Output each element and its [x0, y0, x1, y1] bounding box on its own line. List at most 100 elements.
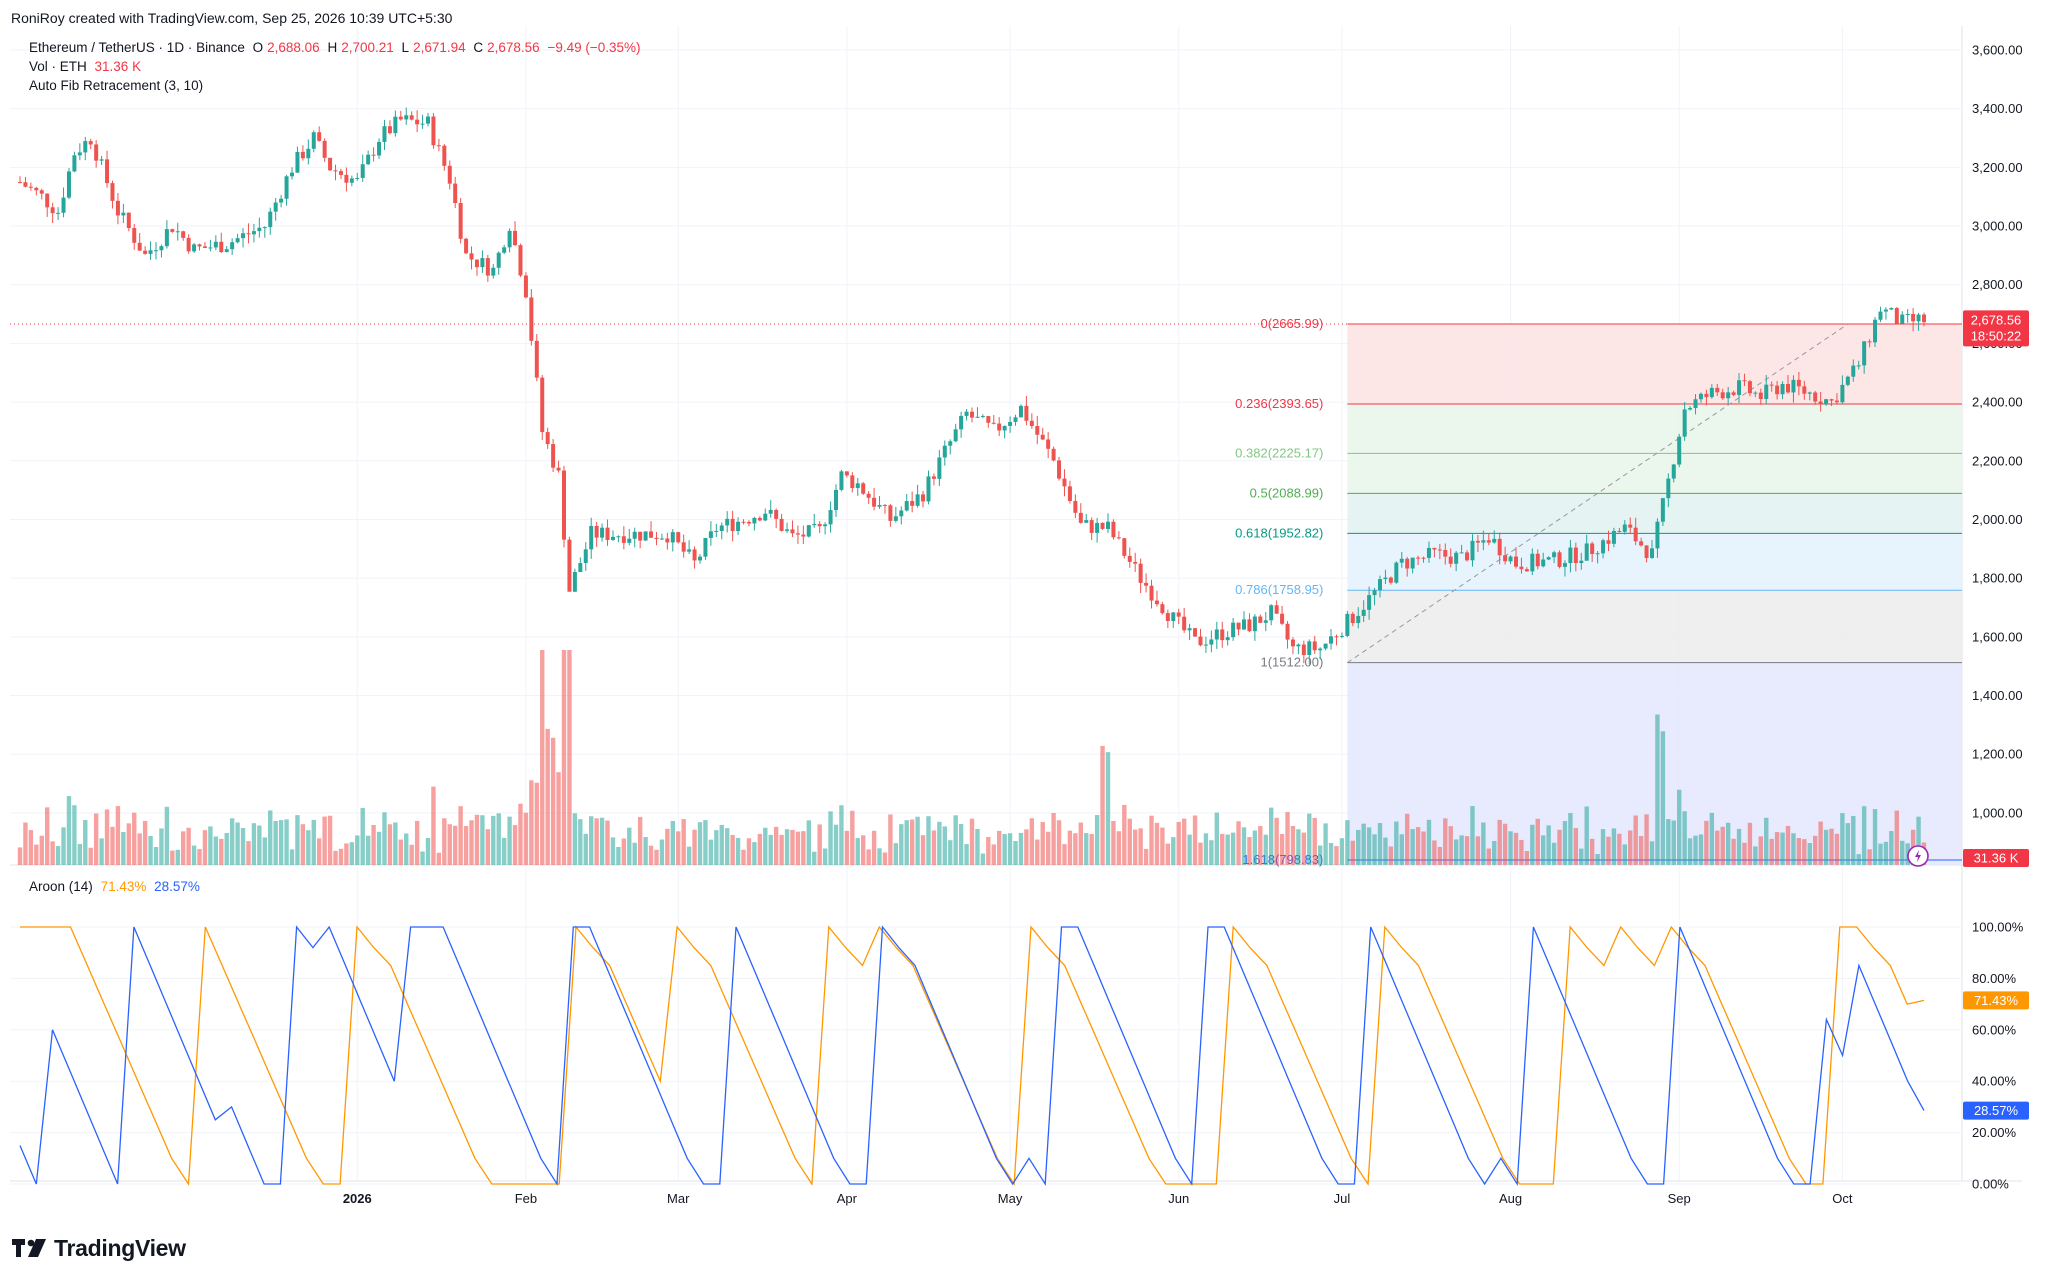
volume-bar [1894, 810, 1899, 865]
volume-bar [1203, 833, 1209, 865]
volume-bar [1725, 822, 1731, 865]
candle-body [322, 140, 327, 158]
candle-body [556, 467, 561, 471]
candle-body [1883, 309, 1888, 312]
chart-canvas[interactable]: 3,600.00 3,400.00 3,200.00 3,000.00 2,800.00… [10, 26, 2037, 1213]
candle-body [39, 190, 44, 194]
candle-body [1448, 556, 1453, 564]
volume-bar [708, 839, 714, 865]
volume-bar [240, 828, 246, 865]
volume-label: Vol · ETH [29, 59, 87, 74]
candle-body [1628, 524, 1633, 528]
candle-body [1503, 555, 1508, 562]
fib-zone [1347, 324, 1962, 404]
volume-bar [1687, 838, 1693, 865]
volume-bar [909, 819, 915, 865]
volume-bar [915, 816, 920, 865]
volume-bar [1562, 821, 1568, 865]
volume-bar [1660, 731, 1666, 865]
candle-body [855, 483, 860, 489]
tradingview-logo-text: TradingView [54, 1234, 186, 1261]
volume-bar [1258, 826, 1263, 865]
volume-bar [621, 838, 627, 865]
volume-bar [953, 815, 958, 865]
volume-bar [779, 834, 784, 865]
volume-bar [1829, 828, 1834, 865]
candle-body [540, 377, 545, 433]
candle-body [1443, 549, 1448, 557]
high-label: H [327, 40, 338, 55]
volume-bar [1377, 823, 1383, 865]
volume-bar [681, 819, 686, 865]
low-label: L [401, 40, 410, 55]
candle-body [1709, 387, 1714, 398]
aroon-tick-label: 100.00% [1972, 920, 2024, 935]
candle-body [904, 501, 909, 511]
candle-body [1753, 392, 1758, 394]
candle-body [262, 227, 267, 229]
volume-bar [1453, 839, 1459, 865]
candle-body [1530, 553, 1535, 572]
volume-bar [1394, 821, 1399, 865]
candle-body [589, 525, 594, 550]
volume-bar [1263, 834, 1268, 865]
aroon-up-line [20, 925, 1925, 1186]
volume-bar [469, 820, 474, 865]
candle-body [1731, 392, 1736, 395]
candle-body [328, 157, 333, 171]
candle-body [670, 532, 675, 543]
aroon-down-badge-label: 28.57% [1974, 1103, 2019, 1118]
candle-body [942, 445, 947, 458]
volume-value: 31.36 K [94, 59, 142, 74]
volume-bar [784, 829, 790, 865]
time-tick-label: Jun [1168, 1191, 1189, 1206]
candle-body [1824, 399, 1829, 405]
volume-bar [23, 822, 28, 865]
candle-body [1546, 557, 1551, 560]
candle-body [83, 141, 88, 153]
low-value: 2,671.94 [413, 40, 466, 55]
candle-body [1552, 552, 1557, 558]
candle-body [1465, 552, 1470, 561]
candle-body [1704, 393, 1709, 398]
high-value: 2,700.21 [341, 40, 394, 55]
time-tick-label: Sep [1668, 1191, 1691, 1206]
volume-bar [1192, 815, 1198, 865]
fib-zone [1347, 590, 1962, 663]
candle-body [1644, 545, 1649, 558]
candle-body [181, 231, 186, 238]
volume-bar [1546, 825, 1551, 865]
candle-body [1405, 558, 1410, 569]
candle-body [1367, 595, 1372, 610]
candle-body [980, 416, 985, 418]
symbol-legend: Ethereum / TetherUS · 1D · Binance O 2,68… [29, 40, 645, 55]
volume-bar [1693, 835, 1698, 865]
candle-body [1878, 311, 1883, 320]
chart-frame[interactable]: 3,600.00 3,400.00 3,200.00 3,000.00 2,800.00… [10, 26, 2037, 1213]
candle-body [1225, 637, 1230, 641]
candle-body [687, 549, 692, 552]
candle-body [208, 247, 213, 249]
volume-bar [491, 815, 496, 865]
candle-body [866, 493, 871, 498]
candle-body [627, 538, 632, 543]
candle-body [1258, 616, 1263, 623]
candle-body [844, 471, 849, 476]
candle-body [300, 151, 305, 159]
volume-bar [360, 807, 365, 865]
candle-body [132, 228, 137, 243]
candle-body [251, 231, 256, 235]
candle-body [812, 523, 817, 526]
candle-body [714, 531, 719, 533]
candle-body [1834, 400, 1839, 403]
candle-body [719, 525, 724, 532]
volume-bar [1241, 827, 1247, 865]
volume-bar [327, 815, 333, 865]
candle-body [1650, 548, 1654, 558]
candle-body [1454, 552, 1459, 564]
time-tick-label: Jul [1334, 1191, 1351, 1206]
fib-zone [1347, 662, 1962, 865]
candle-body [1133, 561, 1138, 564]
candle-body [1111, 521, 1116, 538]
volume-bar [501, 837, 507, 865]
